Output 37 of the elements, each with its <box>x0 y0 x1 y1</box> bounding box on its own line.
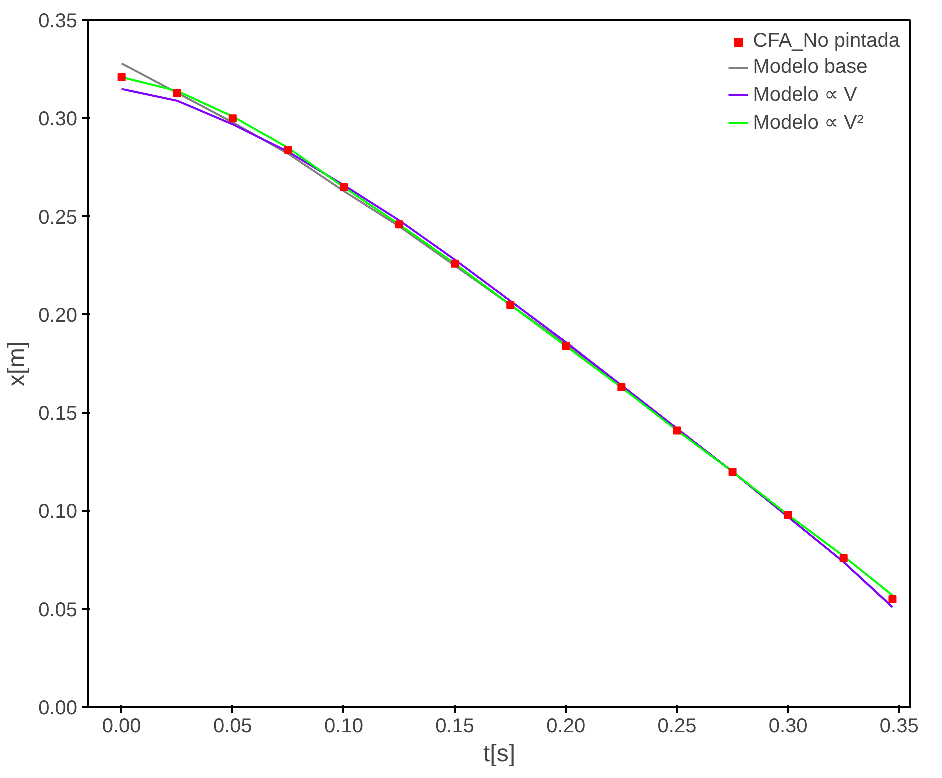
y-tick-label: 0.20 <box>38 304 78 327</box>
point <box>173 89 182 98</box>
point <box>888 596 897 604</box>
point <box>562 342 570 350</box>
x-tick-label: 0.25 <box>658 716 697 738</box>
x-tick-label: 0.00 <box>102 716 142 738</box>
legend-label: Modelo ∝ V² <box>753 111 864 135</box>
point <box>728 468 737 476</box>
y-tick-label: 0.25 <box>38 206 78 229</box>
legend-label: Modelo base <box>753 56 868 79</box>
y-axis-title: x[m] <box>4 341 31 387</box>
point <box>340 183 348 192</box>
y-tick-label: 0.15 <box>38 403 78 426</box>
point <box>451 260 460 268</box>
point <box>618 384 626 392</box>
y-tick-label: 0.10 <box>38 501 78 524</box>
point <box>784 511 792 520</box>
point <box>506 301 515 310</box>
x-axis-title: t[s] <box>484 740 516 768</box>
y-tick-label: 0.00 <box>38 698 78 720</box>
x-tick-label: 0.10 <box>324 716 364 738</box>
point <box>840 554 848 562</box>
x-tick-label: 0.05 <box>213 716 252 738</box>
x-tick-label: 0.35 <box>880 716 919 738</box>
point <box>284 146 292 154</box>
y-tick-label: 0.35 <box>38 10 78 32</box>
x-tick-label: 0.15 <box>436 716 475 738</box>
legend-label: CFA_No pintada <box>753 30 900 53</box>
point <box>228 114 237 123</box>
y-tick-label: 0.05 <box>38 599 78 622</box>
point <box>396 220 404 229</box>
legend-label: Modelo ∝ V <box>753 83 858 107</box>
point <box>673 426 682 435</box>
x-tick-label: 0.30 <box>768 716 808 738</box>
point <box>118 73 126 82</box>
y-tick-label: 0.30 <box>38 108 78 131</box>
x-tick-label: 0.20 <box>546 716 586 738</box>
